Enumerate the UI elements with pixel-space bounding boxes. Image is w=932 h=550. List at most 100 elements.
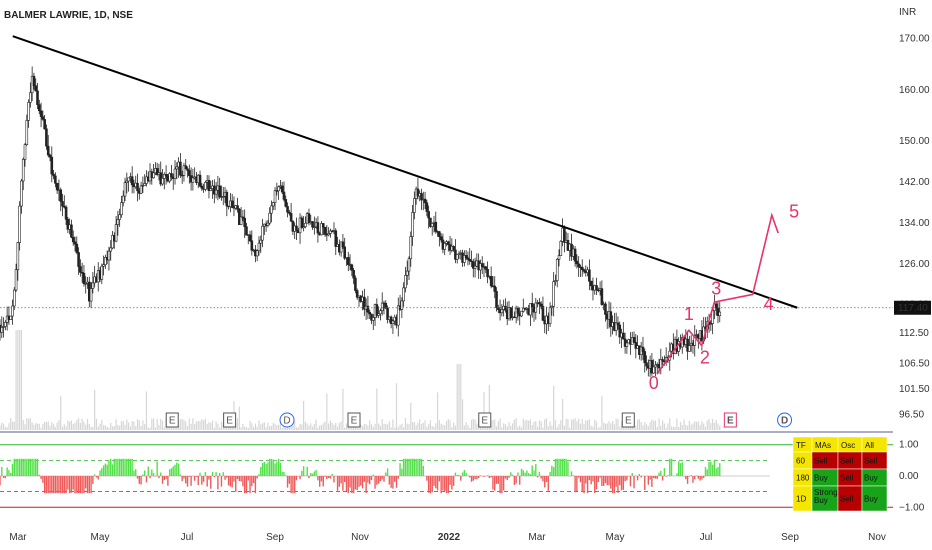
trendline[interactable] [12,35,798,309]
ratings-table[interactable]: TF MAs Osc All 60 Sell Sell Sell 180 Buy Sell Buy 1D… [792,436,888,512]
volume-bar [281,427,283,430]
event-marker-label: E [481,416,488,427]
volume-bar [106,426,108,430]
volume-bar [474,419,476,430]
osc-bar [36,458,39,476]
osc-bar [318,476,321,487]
earnings-marker[interactable] [165,412,179,428]
volume-bar [361,425,364,430]
candle-body [709,323,713,325]
candle-body [407,258,411,272]
candle-body [225,191,229,207]
candle-body [552,281,555,307]
price-pane[interactable]: 0 1 2 3 4 5 E E D E E E E D [0,35,893,430]
candle-body [718,311,722,317]
event-marker-label: E [625,416,632,427]
osc-bar [254,476,257,494]
osc-bar [374,476,376,489]
table-all-label: Buy [864,474,878,483]
candle-body [402,287,405,302]
candle-body [36,90,39,105]
volume-bar [611,421,614,430]
osc-bar [52,476,55,494]
candle-body [555,258,559,281]
candle-body [102,264,105,267]
candle-body [161,178,164,185]
candle-body [143,183,146,186]
volume-bar [504,424,507,430]
candle-body [404,275,407,289]
osc-bar [22,458,24,476]
volume-bar [4,426,6,430]
candle-body [346,257,350,265]
volume-bar [588,419,590,430]
dividend-marker[interactable] [777,412,793,428]
earnings-marker[interactable] [621,412,635,428]
volume-bar [374,423,376,430]
osc-bar [488,476,491,478]
volume-bar [10,418,12,430]
osc-bar [526,470,528,476]
candle-body [39,110,43,117]
volume-bar [111,426,114,430]
osc-bar [377,476,380,484]
candle-body [257,242,261,252]
volume-bar [197,420,199,430]
osc-bar [293,476,296,494]
volume-bar [403,427,405,430]
osc-bar [397,476,399,479]
earnings-marker[interactable] [723,412,737,428]
osc-bar [476,476,478,480]
wave-path[interactable] [656,212,779,375]
osc-bar [129,458,132,476]
candle-body [116,219,120,225]
osc-bar [351,476,353,494]
candle-body [54,175,57,184]
volume-bar [19,330,21,430]
candle-body [155,168,159,175]
osc-bar [188,476,191,477]
osc-bar [717,466,719,476]
osc-bar [179,474,182,476]
volume-bar [88,423,90,430]
osc-bar [58,476,60,494]
time-axis-label: May [606,532,625,543]
oscillator-pane[interactable]: 1.00 0.00 −1.00 [0,440,925,514]
volume-bar [488,384,490,430]
osc-bar [185,476,187,484]
volume-bar [651,419,653,430]
osc-bar [249,476,251,494]
osc-bar [354,476,357,490]
volume-bar [470,419,473,430]
volume-bar [517,427,519,430]
osc-bar [197,476,199,486]
candle-body [66,219,70,230]
volume-bar [419,419,421,430]
earnings-marker[interactable] [347,412,361,428]
volume-bar [276,425,278,430]
osc-bar [401,468,403,476]
volume-bar [483,392,485,430]
earnings-marker[interactable] [223,412,237,428]
volume-bar [712,418,714,430]
osc-bar [256,476,258,479]
osc-bar [201,476,203,485]
osc-bar [483,476,485,477]
volume-bar [454,425,457,430]
earnings-marker[interactable] [478,412,492,428]
osc-bar [486,475,489,476]
dividend-marker[interactable] [279,412,295,428]
volume-bar [388,421,390,430]
table-tf-label: 60 [796,457,805,466]
osc-bar [420,458,423,476]
volume-bar [592,426,594,430]
candle-body [89,288,93,302]
osc-bar [70,476,73,493]
volume-bar [435,423,437,430]
volume-bar [151,418,153,430]
osc-bar [617,476,619,493]
volume-bar [251,423,253,430]
osc-bar [370,476,373,481]
candle-body [457,253,461,255]
